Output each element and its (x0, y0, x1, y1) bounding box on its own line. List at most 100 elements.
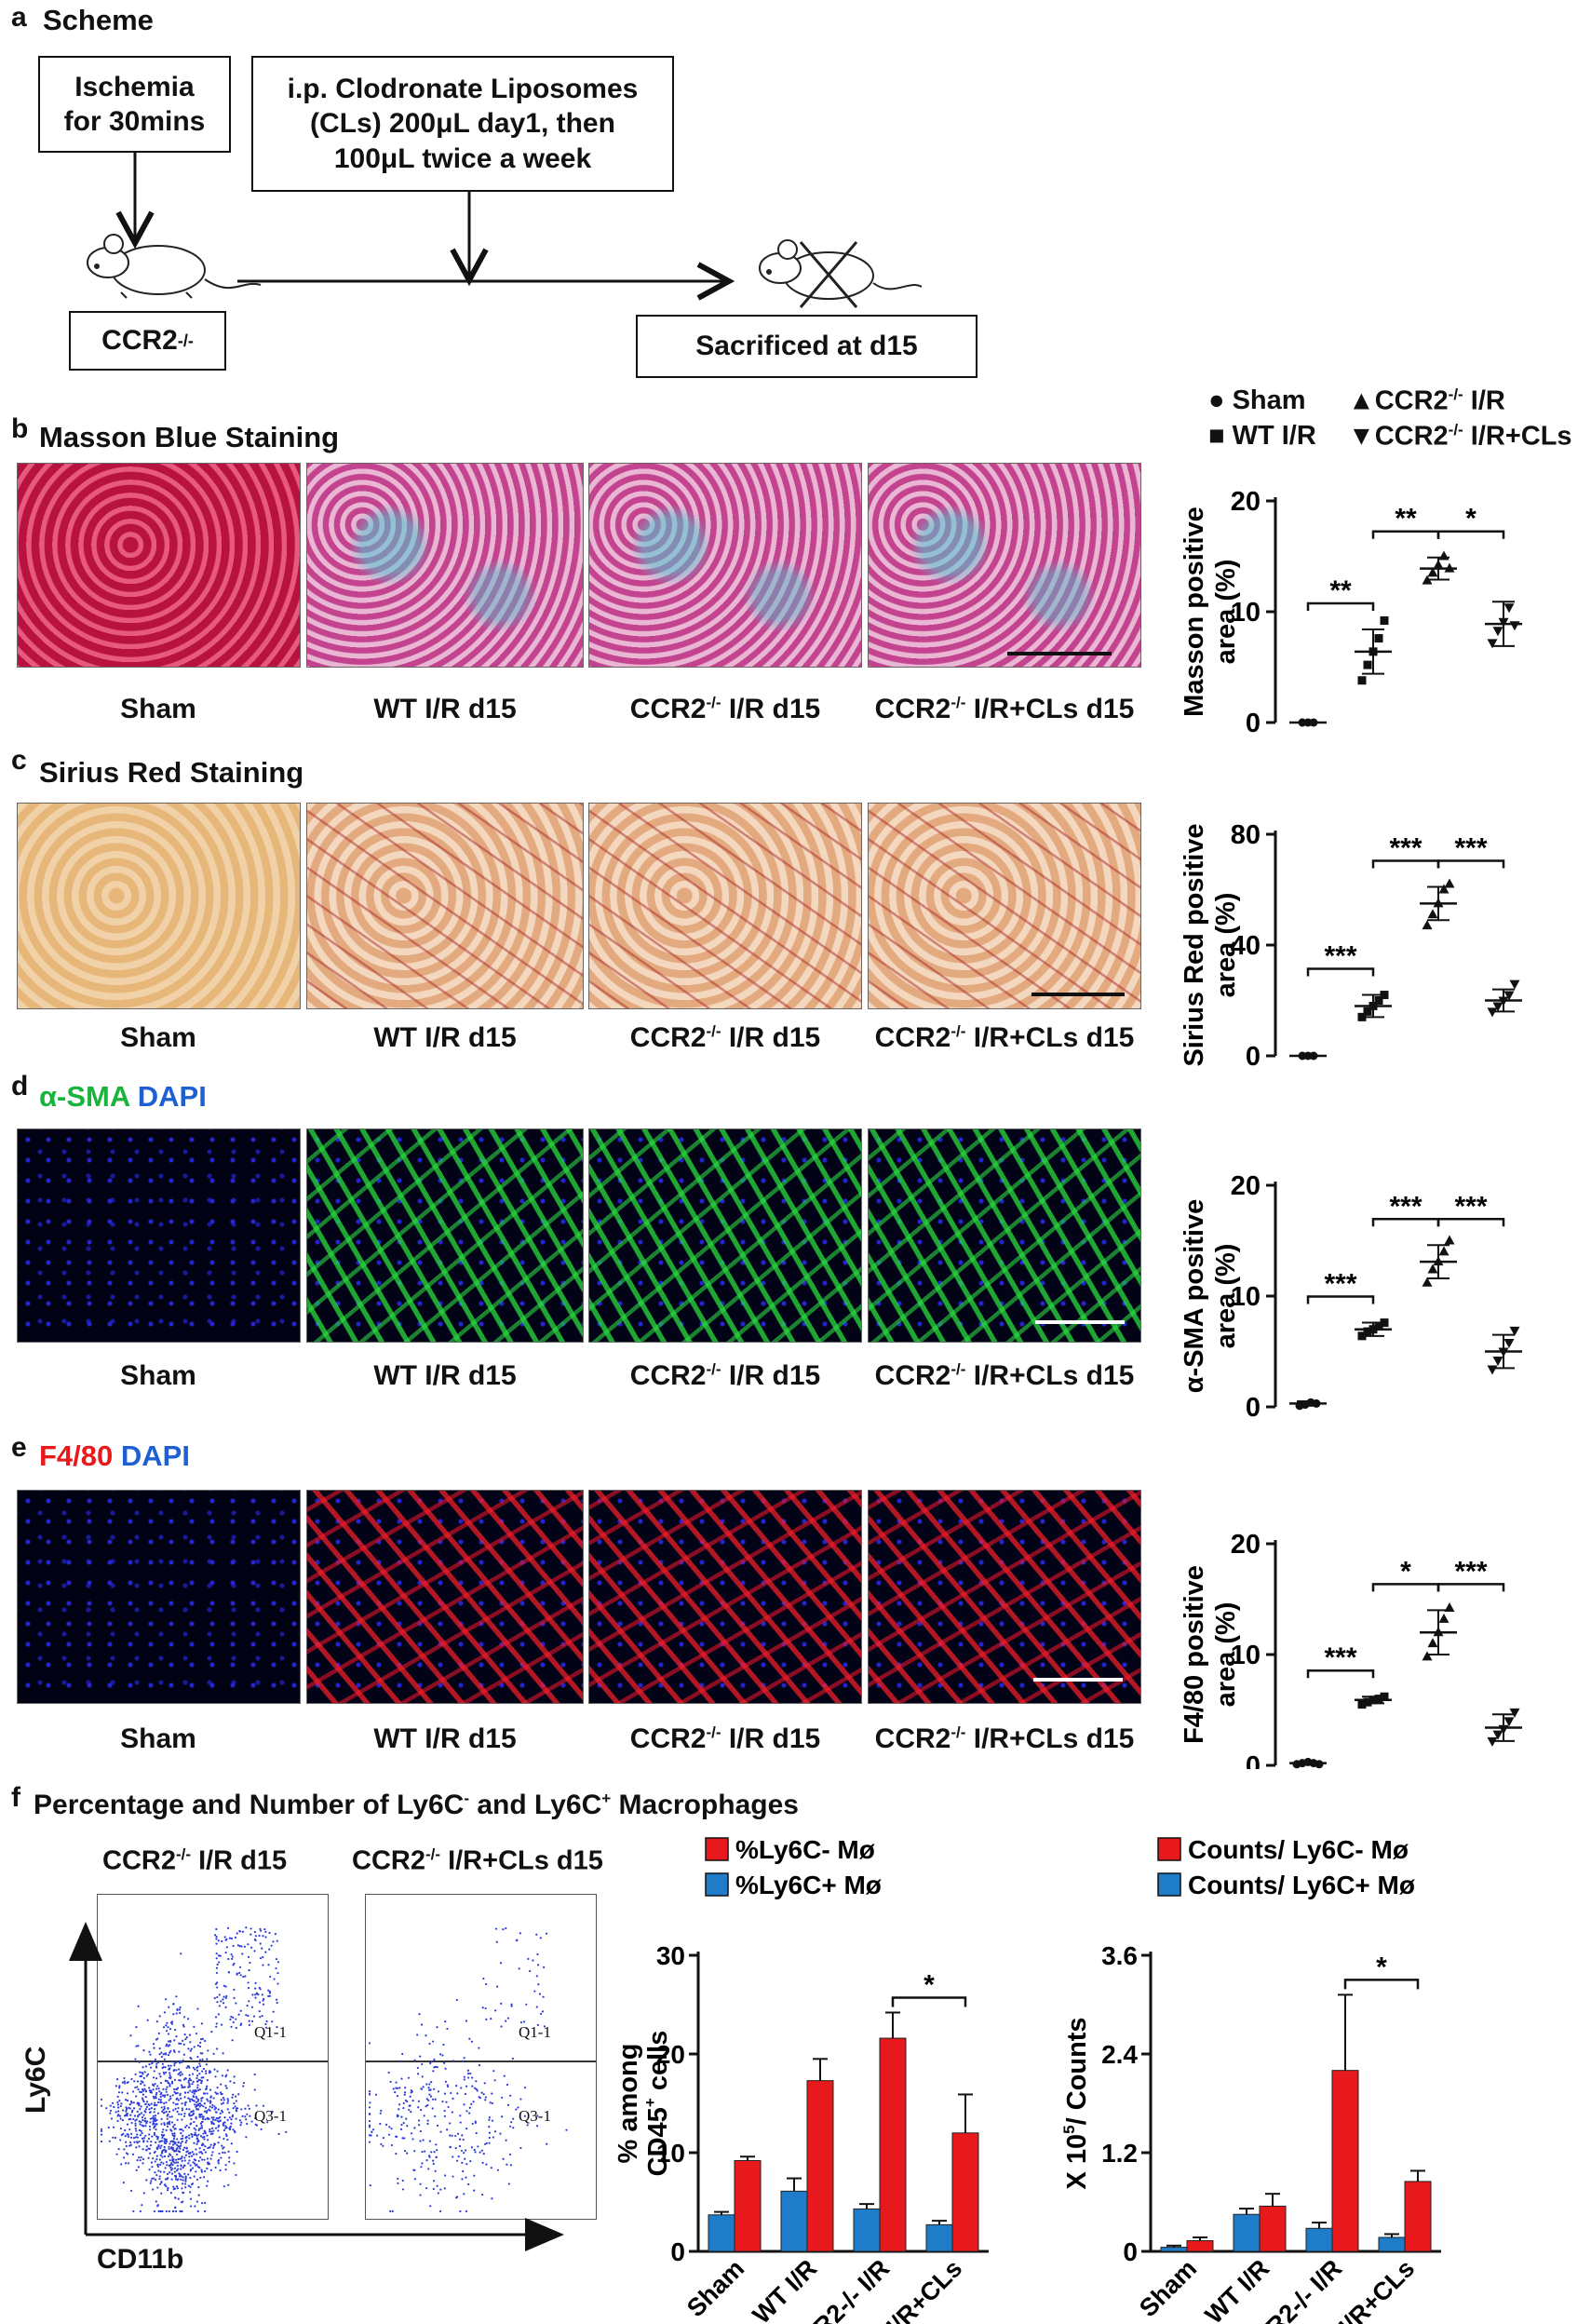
legend-sham: ● Sham (1208, 385, 1306, 416)
flow-event (232, 2016, 235, 2019)
flow-event (201, 2096, 204, 2100)
flow-event (254, 1993, 257, 1996)
flow-event (191, 2073, 195, 2075)
flow-event (203, 2135, 206, 2139)
flow-event (395, 2135, 398, 2138)
flow-event (537, 1983, 540, 1986)
flow-event (168, 2121, 170, 2125)
flow-event (119, 2117, 122, 2120)
flow-event (175, 2069, 178, 2072)
flow-event (224, 1996, 227, 1999)
flow-event (138, 2140, 141, 2143)
flow-event (203, 2110, 207, 2113)
sirius-sham-image (17, 803, 301, 1009)
flow-event (494, 1927, 498, 1930)
flow-event (240, 1945, 243, 1948)
flow-event (171, 2155, 174, 2158)
flow-event (167, 2033, 170, 2035)
flow-event (155, 2038, 158, 2041)
flow-event (247, 2014, 249, 2018)
flow-event (425, 2034, 427, 2037)
flow-event (120, 2163, 123, 2166)
flow-event (178, 2145, 181, 2148)
flow-event (169, 2169, 173, 2171)
flow-event (469, 2072, 472, 2075)
legend-triangle-up-icon: ▲ (1348, 385, 1375, 416)
flow-event (165, 2160, 169, 2164)
flow-event (154, 2171, 156, 2174)
flow-event (116, 2115, 119, 2117)
bar (1305, 2227, 1333, 2252)
flow-event (216, 2001, 219, 2004)
flow-event (512, 2127, 515, 2129)
flow-event (196, 2074, 199, 2077)
flow-event (193, 2046, 196, 2048)
flow-event (156, 2164, 159, 2167)
flow-event (206, 2161, 209, 2164)
flow-event (181, 2061, 183, 2064)
flow-event (166, 2086, 169, 2088)
flow-event (182, 2192, 184, 2195)
flow-event (209, 2143, 212, 2146)
flow-event (190, 2057, 193, 2061)
flow-event (474, 2120, 477, 2123)
flow-event (516, 1939, 519, 1941)
flow-event (145, 2074, 148, 2077)
legend-label: %Ly6C+ Mø (735, 1871, 882, 1899)
flow-event (170, 2172, 174, 2175)
flow-event (118, 2099, 121, 2102)
flow-event (196, 2141, 199, 2143)
flow-event (500, 2025, 503, 2028)
flow-event (169, 2140, 172, 2143)
flow-event (173, 2050, 176, 2053)
flow-event (433, 2151, 436, 2154)
flow-event (189, 2041, 192, 2044)
masson-scale-bar (1007, 652, 1112, 655)
significance-bracket (1343, 1979, 1420, 1990)
flow-event (148, 2089, 152, 2092)
flow-event (222, 2124, 225, 2127)
clodronate-line-3: 100μL twice a week (333, 142, 592, 174)
flow-event (166, 2021, 169, 2024)
flow-event (174, 2209, 178, 2213)
flow-event (132, 2107, 136, 2110)
flow-event (168, 2076, 171, 2079)
flow-event (163, 2170, 166, 2173)
flow-event (222, 2128, 226, 2132)
flow-event (192, 2099, 195, 2101)
flow-event (125, 2113, 128, 2115)
gate-line-right (366, 2061, 596, 2062)
flow-event (199, 2122, 203, 2125)
flow-event (139, 2090, 142, 2093)
flow-event (408, 2108, 411, 2112)
flow-event (154, 2058, 157, 2061)
flow-event (179, 2074, 182, 2077)
flow-event (221, 1939, 223, 1943)
flow-event (225, 1994, 228, 1998)
flow-event (128, 2118, 130, 2121)
flow-event (197, 2186, 200, 2189)
flow-event (217, 2120, 221, 2123)
flow-event (227, 2183, 230, 2186)
flow-event (148, 2062, 151, 2066)
flow-event (180, 2142, 182, 2144)
flow-event (171, 2134, 174, 2137)
flow-event (209, 2095, 212, 2098)
flow-event (232, 2128, 235, 2131)
flow-event (222, 2146, 225, 2149)
flow-event (526, 2124, 529, 2127)
flow-event (245, 2136, 248, 2139)
flow-event (430, 2061, 433, 2063)
flow-event (460, 2149, 464, 2152)
flow-event (170, 2061, 174, 2063)
flow-event (167, 2107, 169, 2110)
flow-event (439, 2053, 442, 2056)
flow-event (180, 2164, 182, 2167)
legend-cls-label: CCR2 (1374, 421, 1449, 452)
flow-event (186, 2018, 190, 2020)
flow-event (122, 2182, 125, 2184)
flow-event (369, 2101, 371, 2104)
